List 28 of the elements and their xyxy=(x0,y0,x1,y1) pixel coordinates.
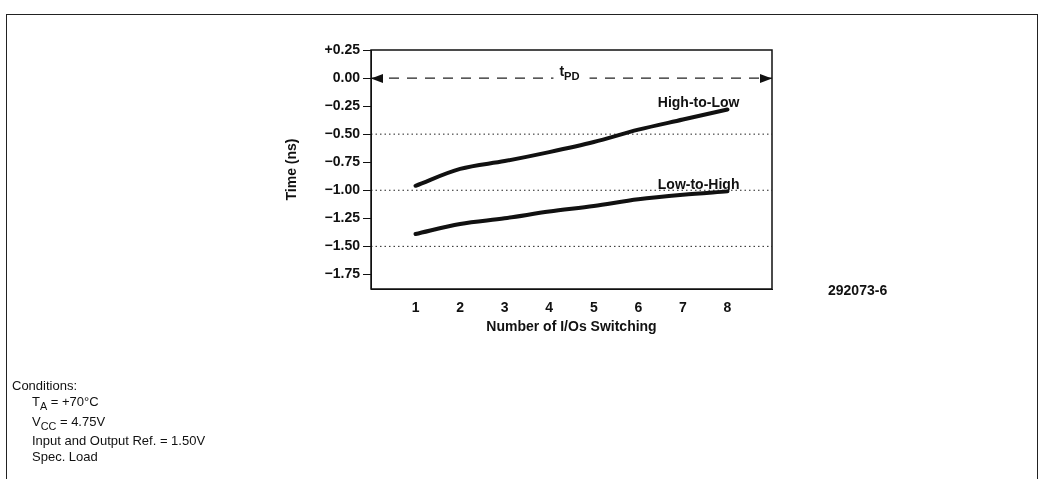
text: Spec. Load xyxy=(31,449,99,466)
x-tick-label: 1 xyxy=(411,299,420,316)
x-tick-label: 2 xyxy=(456,299,465,316)
y-tick-label: −1.75 xyxy=(324,265,361,282)
x-tick-label: 5 xyxy=(589,299,598,316)
text: 292073-6 xyxy=(828,282,888,298)
y-tick-label: −0.25 xyxy=(324,96,361,113)
y-tick-label: −0.75 xyxy=(324,153,361,170)
x-axis-title: Number of I/Os Switching xyxy=(486,318,657,335)
text: T$_{A}$ = +70°C xyxy=(31,394,100,414)
text: V$_{CC}$ = 4.75V xyxy=(31,413,107,434)
y-tick-label: −1.50 xyxy=(324,237,361,254)
y-tick-label: 0.00 xyxy=(332,68,361,85)
x-tick-label: 8 xyxy=(723,299,732,316)
x-tick-label: 3 xyxy=(500,299,509,316)
text: Conditions: xyxy=(12,378,79,394)
y-axis-title: Time (ns) xyxy=(283,138,300,201)
y-tick-label: −0.50 xyxy=(324,125,361,142)
series-label: High-to-Low xyxy=(657,94,740,111)
y-tick-label: +0.25 xyxy=(324,40,361,57)
line-series xyxy=(413,189,730,237)
y-tick-label: −1.25 xyxy=(324,209,361,226)
series-label: Low-to-High xyxy=(657,176,740,193)
x-tick-label: 6 xyxy=(634,299,643,316)
y-tick-label: −1.00 xyxy=(324,181,361,198)
x-tick-label: 4 xyxy=(545,299,554,316)
text: Input and Output Ref. = 1.50V xyxy=(31,433,206,450)
x-tick-label: 7 xyxy=(678,299,687,316)
